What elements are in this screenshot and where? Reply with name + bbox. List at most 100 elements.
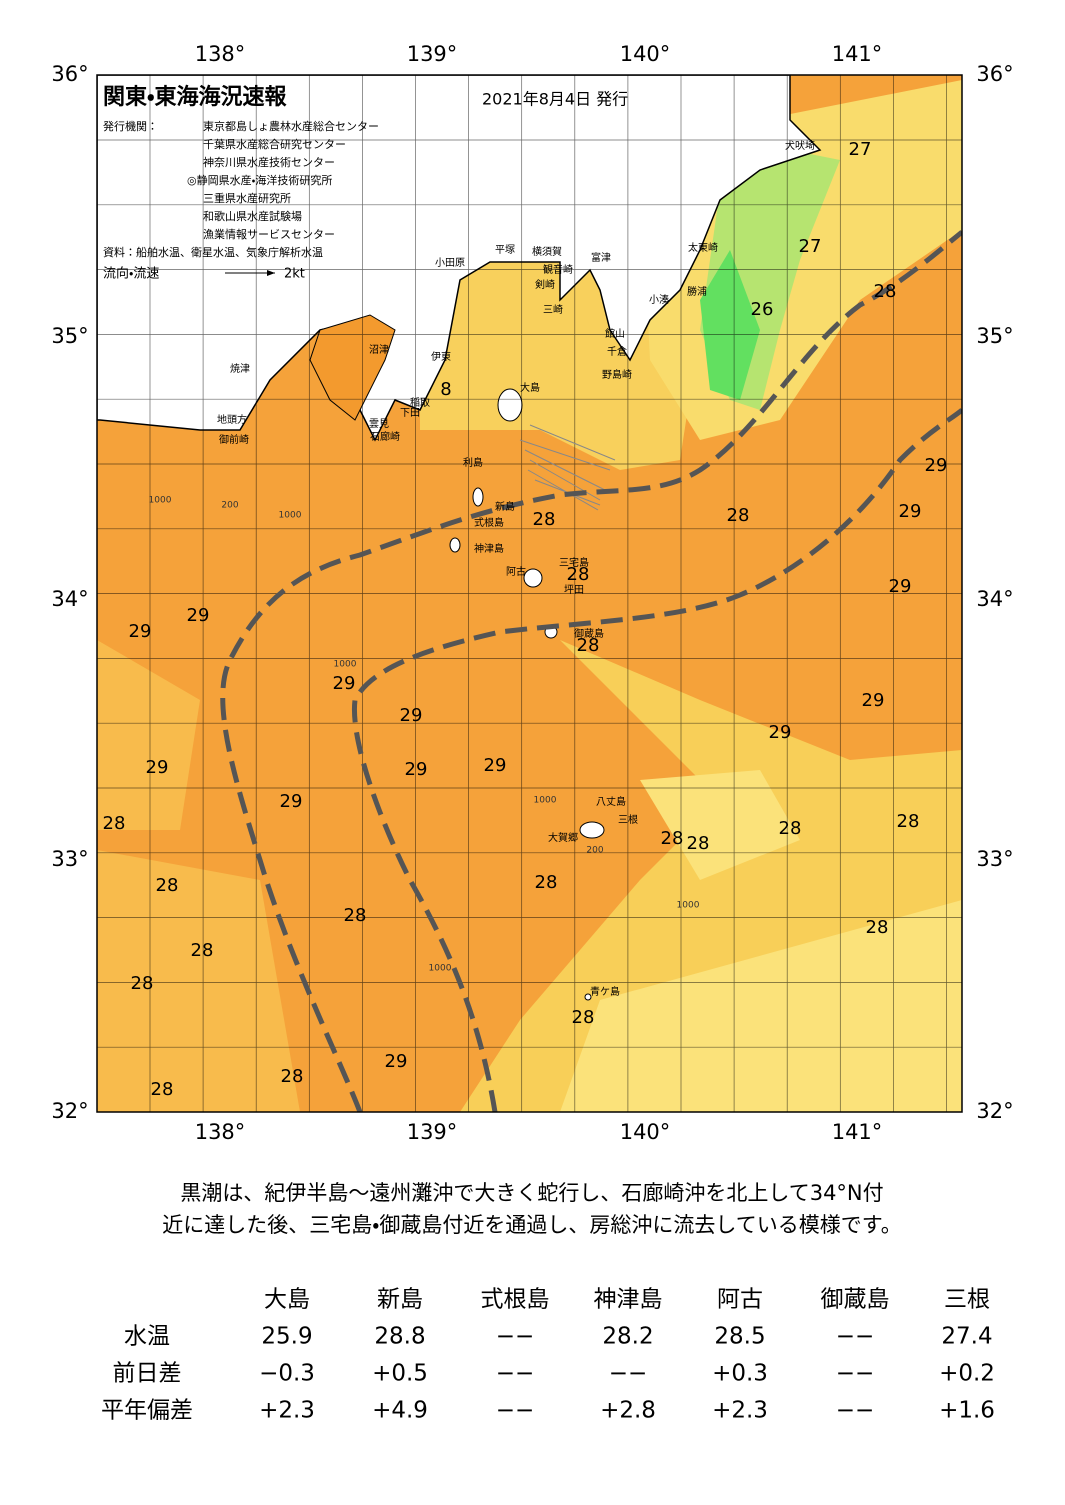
- place-name: 千倉: [607, 346, 627, 358]
- place-name: 犬吠埼: [785, 139, 815, 152]
- place-name: 利島: [463, 456, 483, 469]
- place-name: 観音崎: [543, 263, 573, 276]
- contour-label: 1000: [334, 660, 357, 670]
- table-cell: −−: [496, 1361, 535, 1387]
- table-cell: +2.3: [259, 1398, 315, 1424]
- contour-label: 1000: [149, 496, 172, 506]
- table-cell: −−: [836, 1398, 875, 1424]
- table-cell: +0.5: [372, 1361, 428, 1387]
- place-name: 富津: [591, 251, 611, 264]
- temperature-label: 29: [385, 1051, 408, 1072]
- temperature-label: 29: [484, 755, 507, 776]
- place-name: 沼津: [369, 343, 389, 356]
- table-header: 式根島: [481, 1287, 550, 1313]
- issuer: ◎静岡県水産・海洋技術研究所: [187, 173, 332, 187]
- longitude-label: 140°: [620, 1120, 671, 1144]
- temperature-label: 27: [849, 139, 872, 160]
- place-name: 雲見: [369, 418, 389, 430]
- row-label: 平年偏差: [101, 1398, 193, 1424]
- temperature-label: 28: [156, 875, 179, 896]
- latitude-label: 32°: [51, 1099, 88, 1123]
- table-cell: −−: [609, 1361, 648, 1387]
- temperature-label: 28: [661, 828, 684, 849]
- temperature-label: 28: [874, 281, 897, 302]
- map-frame: [96, 74, 963, 1113]
- temperature-label: 29: [146, 757, 169, 778]
- summary-line: 黒潮は、紀伊半島～遠州灘沖で大きく蛇行し、石廊崎沖を北上して34°N付: [180, 1181, 883, 1205]
- temperature-label: 29: [400, 705, 423, 726]
- contour-label: 200: [586, 846, 603, 856]
- place-name: 大賀郷: [548, 831, 578, 844]
- temperature-label: 28: [281, 1066, 304, 1087]
- issuer: 三重県水産研究所: [203, 191, 291, 205]
- place-name: 焼津: [230, 363, 250, 375]
- table-cell: −−: [496, 1324, 535, 1350]
- temperature-label: 29: [925, 455, 948, 476]
- place-name: 館山: [605, 327, 625, 340]
- table-header: 御蔵島: [821, 1287, 890, 1313]
- issuer: 千葉県水産総合研究センター: [203, 137, 346, 151]
- table-cell: +1.6: [939, 1398, 995, 1424]
- table-cell: 28.2: [602, 1324, 653, 1350]
- latitude-label: 33°: [976, 847, 1013, 871]
- place-name: 横須賀: [532, 245, 562, 258]
- place-name: 御蔵島: [574, 627, 604, 640]
- temperature-label: 29: [862, 690, 885, 711]
- scale-arrow-head: [267, 270, 275, 276]
- land-sea: [309, 314, 396, 421]
- place-name: 小田原: [435, 257, 465, 269]
- place-name: 大島: [520, 381, 540, 394]
- temperature-label: 29: [405, 759, 428, 780]
- contour-label: 1000: [279, 511, 302, 521]
- sources: 資料：船舶水温、衛星水温、気象庁解析水温: [103, 245, 323, 259]
- temperature-label: 28: [687, 833, 710, 854]
- temperature-label: 28: [103, 813, 126, 834]
- temperature-label: 28: [866, 917, 889, 938]
- current-vectors: [519, 424, 616, 511]
- table-cell: −−: [836, 1361, 875, 1387]
- place-name: 御前崎: [219, 433, 249, 446]
- table-cell: −0.3: [259, 1361, 315, 1387]
- place-name: 三崎: [543, 303, 563, 316]
- latitude-label: 35°: [51, 324, 88, 348]
- table-header: 大島: [264, 1287, 310, 1313]
- longitude-label: 141°: [832, 42, 883, 66]
- temperature-label: 26: [751, 299, 774, 320]
- longitude-label: 141°: [832, 1120, 883, 1144]
- table-cell: +2.8: [600, 1398, 656, 1424]
- longitude-label: 138°: [195, 42, 246, 66]
- contour-label: 1000: [429, 964, 452, 974]
- place-name: 三宅島: [559, 556, 589, 569]
- table-cell: +4.9: [372, 1398, 428, 1424]
- map: [97, 75, 962, 1112]
- table-cell: +0.2: [939, 1361, 995, 1387]
- grid: [97, 75, 962, 1112]
- summary-line: 近に達した後、三宅島・御蔵島付近を通過し、房総沖に流去している模様です。: [162, 1213, 901, 1237]
- temperature-label: 28: [191, 940, 214, 961]
- kuroshio-axis: [351, 408, 962, 1112]
- place-name: 剣崎: [535, 278, 555, 291]
- latitude-label: 36°: [51, 62, 88, 86]
- date: 2021年8月4日 発行: [482, 90, 628, 109]
- temperature-label: 28: [572, 1007, 595, 1028]
- place-name: 八丈島: [596, 795, 626, 808]
- table-cell: −−: [496, 1398, 535, 1424]
- place-name: 野島崎: [602, 368, 632, 381]
- table-cell: 28.8: [374, 1324, 425, 1350]
- table-cell: 25.9: [261, 1324, 312, 1350]
- temperature-label: 29: [769, 722, 792, 743]
- place-name: 式根島: [474, 516, 504, 529]
- islands: [449, 388, 605, 1001]
- temperature-label: 28: [151, 1079, 174, 1100]
- issuer: 漁業情報サービスセンター: [203, 227, 335, 241]
- latitude-label: 33°: [51, 847, 88, 871]
- land: [97, 75, 822, 442]
- place-name: 青ケ島: [590, 985, 620, 998]
- temperature-label: 28: [535, 872, 558, 893]
- temperature-label: 28: [131, 973, 154, 994]
- temperature-label: 29: [333, 673, 356, 694]
- contour-label: 1000: [534, 796, 557, 806]
- temperature-label: 28: [897, 811, 920, 832]
- row-label: 前日差: [113, 1361, 182, 1387]
